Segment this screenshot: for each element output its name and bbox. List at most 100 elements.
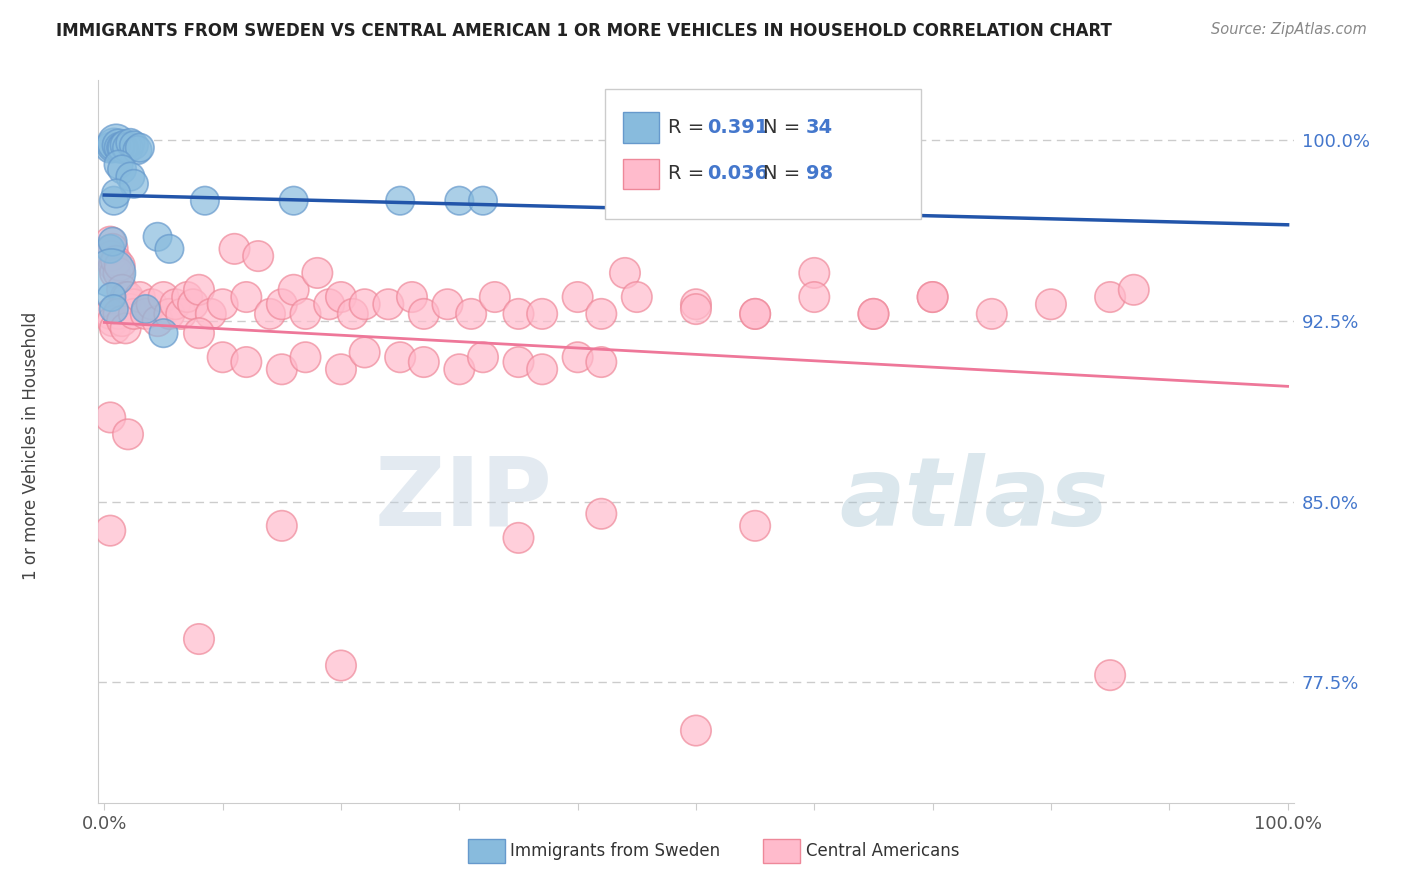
Point: [114, 321, 136, 335]
Point: [120, 169, 142, 184]
Point: [294, 307, 316, 321]
Point: [141, 297, 163, 311]
Text: 98: 98: [806, 164, 832, 184]
Point: [342, 307, 364, 321]
Point: [412, 355, 434, 369]
Point: [117, 427, 139, 442]
Point: [862, 307, 884, 321]
Point: [353, 345, 375, 359]
Point: [107, 266, 129, 280]
Point: [921, 290, 943, 304]
Point: [104, 266, 127, 280]
Point: [294, 350, 316, 364]
Point: [105, 253, 128, 268]
Point: [103, 194, 125, 208]
Point: [508, 307, 530, 321]
Point: [98, 524, 121, 538]
Text: 1 or more Vehicles in Household: 1 or more Vehicles in Household: [22, 312, 39, 580]
Point: [460, 307, 482, 321]
Point: [744, 307, 766, 321]
Point: [105, 136, 128, 150]
Point: [105, 186, 128, 201]
Point: [127, 143, 149, 157]
Point: [224, 242, 246, 256]
Point: [803, 266, 825, 280]
Text: IMMIGRANTS FROM SWEDEN VS CENTRAL AMERICAN 1 OR MORE VEHICLES IN HOUSEHOLD CORRE: IMMIGRANTS FROM SWEDEN VS CENTRAL AMERIC…: [56, 22, 1112, 40]
Point: [1122, 283, 1144, 297]
Text: Immigrants from Sweden: Immigrants from Sweden: [510, 842, 720, 860]
Point: [211, 297, 233, 311]
Point: [165, 297, 187, 311]
Point: [111, 162, 134, 177]
Text: ZIP: ZIP: [374, 453, 553, 546]
Point: [449, 194, 471, 208]
Text: R =: R =: [668, 164, 710, 184]
Point: [152, 290, 174, 304]
Point: [101, 242, 124, 256]
Point: [353, 297, 375, 311]
Point: [980, 307, 1002, 321]
Point: [744, 518, 766, 533]
Point: [108, 141, 131, 155]
Point: [685, 723, 707, 738]
Text: N =: N =: [763, 118, 807, 137]
Point: [247, 249, 270, 263]
Point: [283, 283, 305, 297]
Point: [101, 314, 124, 328]
Point: [330, 290, 353, 304]
Point: [531, 362, 554, 376]
Point: [170, 307, 193, 321]
Point: [107, 307, 129, 321]
Point: [862, 307, 884, 321]
Point: [114, 297, 136, 311]
Point: [98, 307, 121, 321]
Point: [235, 290, 257, 304]
Point: [436, 297, 458, 311]
Point: [101, 235, 124, 249]
Point: [685, 301, 707, 316]
Point: [176, 290, 198, 304]
Text: Central Americans: Central Americans: [806, 842, 959, 860]
Point: [389, 350, 412, 364]
Point: [103, 301, 125, 316]
Point: [117, 290, 139, 304]
Text: atlas: atlas: [839, 453, 1108, 546]
Point: [111, 141, 134, 155]
Point: [449, 362, 471, 376]
Point: [104, 321, 127, 335]
Point: [200, 307, 222, 321]
Point: [100, 290, 122, 304]
Point: [270, 518, 292, 533]
Text: 0.391: 0.391: [707, 118, 769, 137]
Point: [98, 235, 121, 249]
Point: [122, 297, 145, 311]
Point: [194, 194, 217, 208]
Point: [152, 326, 174, 340]
Point: [401, 290, 423, 304]
Point: [103, 259, 125, 273]
Point: [107, 138, 129, 153]
Point: [330, 658, 353, 673]
Point: [111, 283, 134, 297]
Point: [100, 266, 122, 280]
Point: [128, 290, 150, 304]
Point: [103, 138, 125, 153]
Point: [472, 194, 495, 208]
Point: [591, 307, 613, 321]
Point: [135, 301, 157, 316]
Point: [472, 350, 495, 364]
Point: [181, 297, 204, 311]
Point: [270, 362, 292, 376]
Point: [114, 290, 136, 304]
Point: [744, 307, 766, 321]
Point: [259, 307, 281, 321]
Point: [921, 290, 943, 304]
Point: [146, 314, 169, 328]
Point: [188, 632, 211, 646]
Point: [114, 138, 136, 153]
Point: [111, 314, 134, 328]
Point: [484, 290, 506, 304]
Text: Source: ZipAtlas.com: Source: ZipAtlas.com: [1211, 22, 1367, 37]
Point: [112, 141, 135, 155]
Point: [803, 290, 825, 304]
